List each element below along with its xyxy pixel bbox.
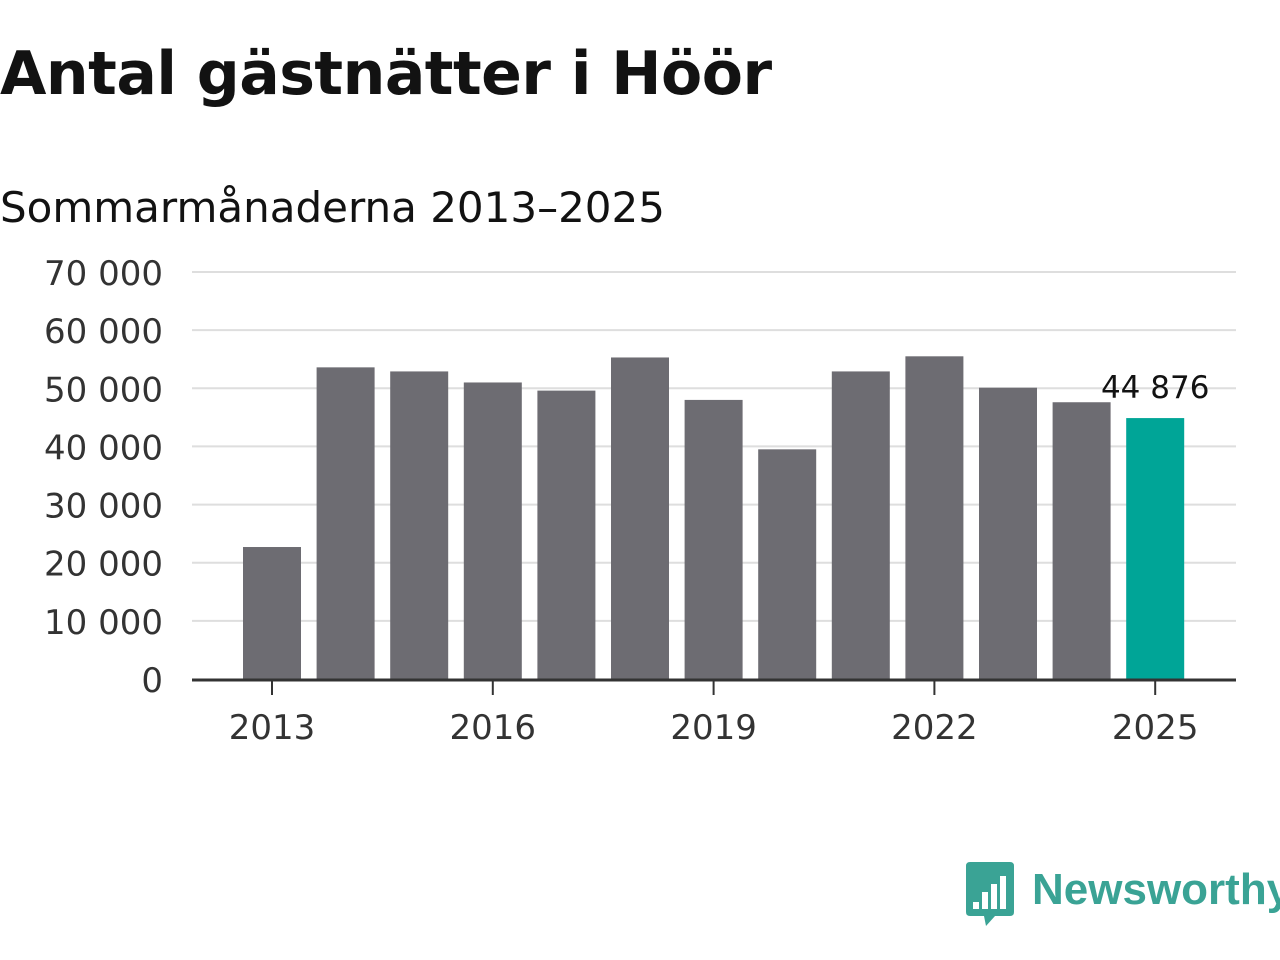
y-tick-label: 40 000 [44, 428, 163, 468]
x-tick-label: 2016 [450, 708, 537, 748]
bar [831, 371, 890, 679]
x-tick-label: 2013 [229, 708, 316, 748]
y-tick-label: 0 [141, 661, 163, 701]
bar [537, 390, 596, 679]
y-tick-label: 60 000 [44, 312, 163, 352]
x-tick-label: 2019 [670, 708, 757, 748]
bar [684, 399, 743, 679]
bar [316, 367, 375, 679]
bar [758, 449, 817, 679]
y-tick-label: 30 000 [44, 487, 163, 527]
newsworthy-logo: Newsworthy [964, 862, 1280, 928]
bar [243, 547, 301, 679]
chart-title: Antal gästnätter i Höör [0, 39, 772, 109]
y-tick-label: 20 000 [44, 545, 163, 585]
y-tick-label: 50 000 [44, 370, 163, 410]
bar [1126, 418, 1185, 679]
bar [611, 357, 669, 679]
brand-name: Newsworthy [1032, 865, 1280, 914]
bar [390, 371, 449, 679]
bar [979, 387, 1037, 679]
y-tick-label: 70 000 [44, 254, 163, 294]
newsworthy-logo-icon [966, 862, 1014, 926]
data-label: 44 876 [1101, 370, 1209, 406]
x-tick-label: 2025 [1112, 708, 1199, 748]
bar [1052, 402, 1111, 679]
bar [463, 382, 522, 679]
chart-subtitle: Sommarmånaderna 2013–2025 [0, 183, 665, 232]
x-tick-label: 2022 [891, 708, 978, 748]
bar [905, 356, 964, 679]
y-tick-label: 10 000 [44, 603, 163, 643]
